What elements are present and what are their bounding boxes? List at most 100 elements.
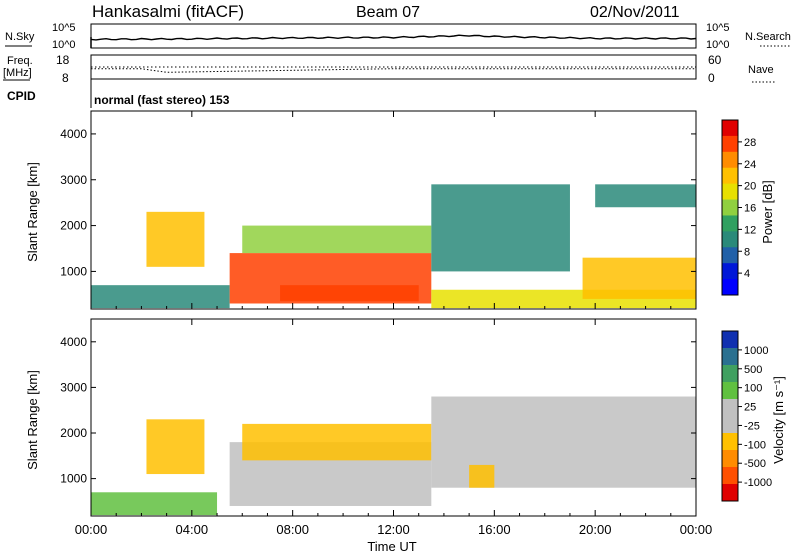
- colorbar-tick-label: 100: [744, 383, 762, 395]
- x-axis-label: Time UT: [367, 539, 416, 554]
- colorbar-frame: [721, 330, 739, 502]
- colorbar-swatch: [722, 247, 738, 264]
- nave-label: Nave: [748, 64, 774, 76]
- time-tick-label: 04:00: [176, 522, 209, 537]
- noise-line: [90, 34, 697, 41]
- frequency-line: [91, 68, 696, 73]
- heatmap-region-1: [146, 211, 205, 267]
- colorbar-tick-label: 4: [744, 268, 750, 280]
- station-title: Hankasalmi (fitACF): [92, 2, 244, 21]
- colorbar-tick-label: -25: [744, 420, 760, 432]
- cpid-value: normal (fast stereo) 153: [94, 93, 230, 107]
- colorbar-swatch: [722, 167, 738, 185]
- velocity-colorbar-label: Velocity [m s⁻¹]: [771, 376, 786, 464]
- nave-tick-top: 60: [708, 53, 722, 67]
- colorbar-tick-label: 16: [744, 203, 756, 215]
- heatmap-region-1: [146, 419, 205, 475]
- colorbar-swatch: [722, 348, 738, 366]
- colorbar-swatch: [722, 433, 738, 451]
- power-heatmap: [91, 184, 696, 309]
- power-colorbar-label: Power [dB]: [760, 180, 775, 244]
- cpid-row: CPID normal (fast stereo) 153: [7, 79, 230, 108]
- colorbar-swatch: [722, 484, 738, 502]
- range-tick-label: 4000: [60, 335, 87, 349]
- colorbar-tick-label: -500: [744, 458, 766, 470]
- colorbar-swatch: [722, 467, 738, 485]
- freq-tick-bottom: 8: [62, 71, 69, 85]
- frequency-panel: Freq. [MHz] 18 8 60 0 Nave: [3, 53, 776, 85]
- nave-tick-bottom: 0: [708, 71, 715, 85]
- freq-label-1: Freq.: [7, 55, 33, 67]
- heatmap-region-5: [469, 464, 495, 488]
- colorbar-swatch: [722, 135, 738, 153]
- time-tick-label: 20:00: [579, 522, 612, 537]
- colorbar-swatch: [722, 263, 738, 280]
- heatmap-region-0: [91, 492, 218, 516]
- power-panel: 1000 2000 3000 4000 Slant Range [km] 28 24 20…: [25, 110, 775, 310]
- time-tick-label: 08:00: [276, 522, 309, 537]
- heatmap-region-5: [431, 184, 570, 272]
- heatmap-region-3: [242, 423, 432, 461]
- heatmap-region-7: [582, 257, 696, 299]
- colorbar-swatch: [722, 231, 738, 248]
- colorbar-tick-label: 500: [744, 364, 762, 376]
- time-tick-label: 00:00: [75, 522, 108, 537]
- heatmap-region-3: [280, 285, 419, 302]
- colorbar-tick-label: 25: [744, 402, 756, 414]
- colorbar-swatch: [722, 365, 738, 383]
- velocity-heatmap: [91, 396, 696, 516]
- heatmap-region-4: [242, 225, 432, 254]
- time-tick-label: 00:00: [680, 522, 713, 537]
- velocity-y-ticks: 1000 2000 3000 4000: [60, 335, 696, 486]
- date-title: 02/Nov/2011: [590, 4, 680, 21]
- colorbar-tick-label: -1000: [744, 477, 772, 489]
- range-tick-label: 3000: [60, 380, 87, 394]
- heatmap-region-8: [595, 184, 696, 208]
- nsky-label: N.Sky: [5, 31, 35, 43]
- colorbar-tick-label: 1000: [744, 345, 768, 357]
- range-tick-label: 2000: [60, 219, 87, 233]
- freq-tick-top: 18: [56, 53, 70, 67]
- frequency-panel-frame: [90, 54, 697, 80]
- noise-right-tick-top: 10^5: [706, 22, 730, 34]
- time-tick-label: 12:00: [377, 522, 410, 537]
- colorbar-tick-label: 24: [744, 159, 756, 171]
- velocity-colorbar: 1000 500 100 25 -25 -100 -500 -1000: [721, 330, 772, 502]
- noise-panel-frame: [90, 23, 697, 49]
- colorbar-swatch: [722, 199, 738, 216]
- range-tick-label: 2000: [60, 426, 87, 440]
- colorbar-swatch: [722, 183, 738, 201]
- colorbar-tick-label: -100: [744, 439, 766, 451]
- freq-label-2: [MHz]: [3, 67, 32, 79]
- noise-tick-top: 10^5: [52, 22, 76, 34]
- colorbar-swatch: [722, 382, 738, 400]
- velocity-panel: 1000 2000 3000 4000 Slant Range [km] 1000 50…: [25, 318, 786, 517]
- colorbar-swatch: [722, 215, 738, 232]
- noise-right-tick-bottom: 10^0: [706, 39, 730, 51]
- beam-title: Beam 07: [356, 4, 420, 21]
- colorbar-swatch: [722, 331, 738, 349]
- colorbar-swatch: [722, 120, 738, 137]
- colorbar-tick-label: 12: [744, 224, 756, 236]
- range-tick-label: 1000: [60, 472, 87, 486]
- power-ylabel: Slant Range [km]: [25, 162, 40, 262]
- range-tick-label: 1000: [60, 264, 87, 278]
- power-colorbar: 28 24 20 16 12 8 4: [721, 119, 756, 296]
- velocity-ylabel: Slant Range [km]: [25, 370, 40, 470]
- time-tick-label: 16:00: [478, 522, 511, 537]
- time-axis: 00:00 04:00 08:00 12:00 16:00 20:00 00:00: [75, 111, 713, 537]
- colorbar-swatch: [722, 399, 738, 417]
- power-y-ticks: 1000 2000 3000 4000: [60, 127, 696, 278]
- colorbar-swatch: [722, 416, 738, 434]
- colorbar-swatch: [722, 450, 738, 468]
- nsearch-label: N.Search: [745, 31, 791, 43]
- colorbar-tick-label: 20: [744, 181, 756, 193]
- range-tick-label: 3000: [60, 173, 87, 187]
- colorbar-swatch: [722, 279, 738, 296]
- colorbar-swatch: [722, 151, 738, 169]
- cpid-label: CPID: [7, 89, 36, 103]
- colorbar-tick-label: 8: [744, 246, 750, 258]
- noise-tick-bottom: 10^0: [52, 39, 76, 51]
- colorbar-tick-label: 28: [744, 137, 756, 149]
